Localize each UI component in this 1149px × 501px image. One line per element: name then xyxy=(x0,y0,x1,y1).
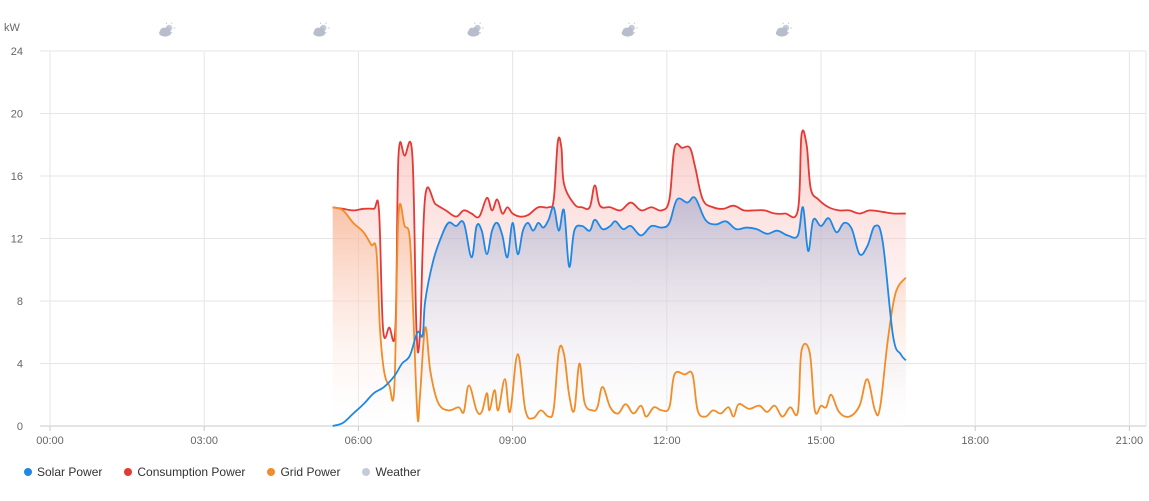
y-tick-label: 16 xyxy=(11,171,23,183)
legend-label: Consumption Power xyxy=(137,465,246,479)
legend-item-weather[interactable]: Weather xyxy=(362,465,421,479)
x-tick-label: 15:00 xyxy=(807,435,835,447)
y-tick-label: 24 xyxy=(11,46,23,58)
partly-cloudy-icon xyxy=(313,22,330,37)
chart-legend: Solar Power Consumption Power Grid Power We… xyxy=(24,465,421,479)
y-tick-label: 12 xyxy=(11,234,23,246)
x-tick-label: 12:00 xyxy=(653,435,681,447)
series-areas xyxy=(332,130,906,427)
legend-item-consumption-power[interactable]: Consumption Power xyxy=(124,465,245,479)
partly-cloudy-icon xyxy=(467,22,484,37)
x-tick-label: 21:00 xyxy=(1116,435,1144,447)
y-axis-unit: kW xyxy=(4,22,21,34)
partly-cloudy-icon xyxy=(159,22,176,37)
consumption-power-line xyxy=(332,129,906,354)
series-lines xyxy=(332,129,907,427)
legend-label: Solar Power xyxy=(37,465,103,479)
legend-label: Grid Power xyxy=(280,465,341,479)
x-tick-label: 03:00 xyxy=(190,435,218,447)
axis-ticks: 0 4 8 12 16 20 24 00:00 03:00 06:00 09:00 12:00 15:0… xyxy=(11,46,1143,447)
legend-marker xyxy=(124,468,133,476)
legend-marker xyxy=(362,468,371,476)
x-tick-label: 06:00 xyxy=(345,435,373,447)
partly-cloudy-icon xyxy=(775,22,793,37)
x-tick-label: 00:00 xyxy=(36,435,64,447)
legend-marker xyxy=(267,468,276,476)
legend-item-grid-power[interactable]: Grid Power xyxy=(267,465,340,479)
legend-marker xyxy=(24,468,32,476)
y-tick-label: 20 xyxy=(11,109,23,121)
x-tick-label: 09:00 xyxy=(499,435,527,447)
partly-cloudy-icon xyxy=(621,22,638,37)
weather-icons xyxy=(159,22,793,37)
solar-power-area xyxy=(332,197,906,426)
legend-item-solar-power[interactable]: Solar Power xyxy=(24,465,102,479)
solar-power-line xyxy=(332,196,907,427)
y-tick-label: 8 xyxy=(17,296,23,308)
grid-power-line xyxy=(332,203,907,423)
y-tick-label: 0 xyxy=(17,421,23,433)
x-tick-label: 18:00 xyxy=(961,435,989,447)
y-tick-label: 4 xyxy=(17,359,23,371)
legend-label: Weather xyxy=(375,465,421,479)
